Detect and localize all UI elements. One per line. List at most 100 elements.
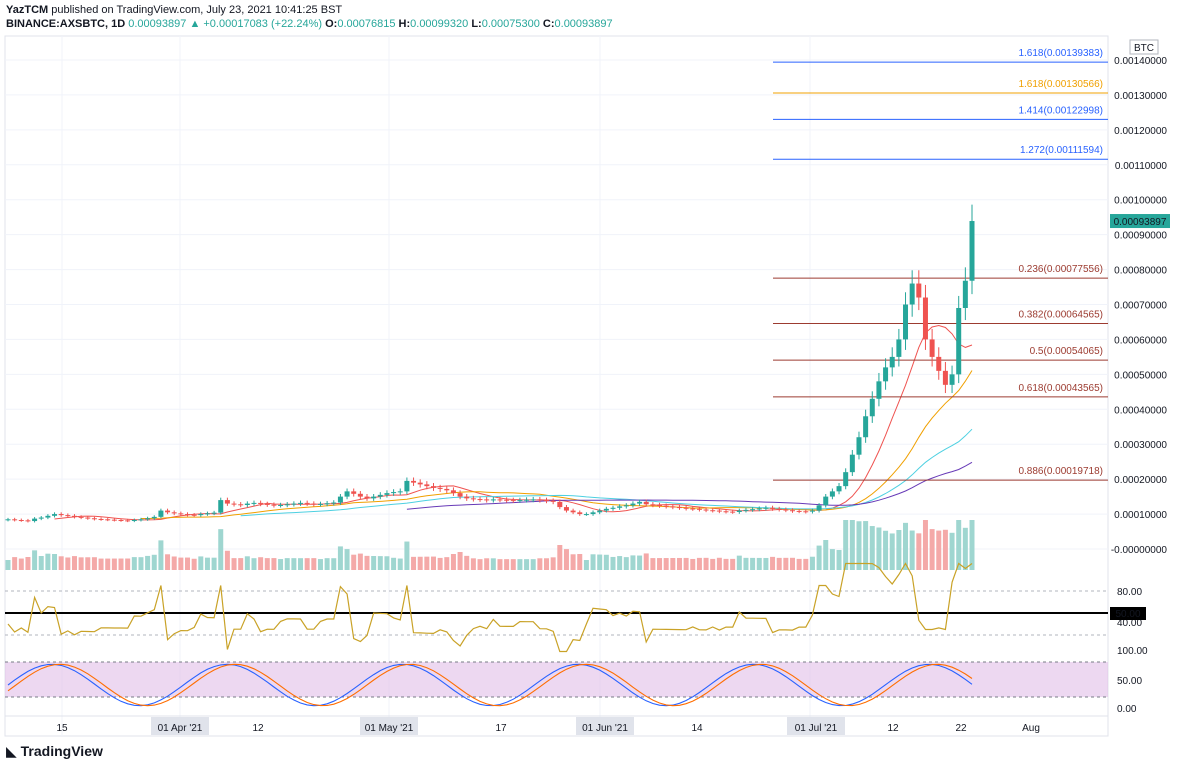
volume-bar bbox=[371, 556, 377, 570]
candle-body bbox=[284, 504, 290, 506]
candle-body bbox=[165, 510, 171, 513]
time-tick-label: 14 bbox=[691, 723, 703, 734]
price-tick-label: 0.00120000 bbox=[1114, 126, 1167, 137]
volume-bar bbox=[151, 554, 157, 570]
candle-body bbox=[304, 502, 310, 504]
time-axis[interactable]: 15 01 Apr '21 12 01 May '21 17 01 Jun '21 14 01… bbox=[5, 715, 1108, 735]
price-tick-label: 0.00090000 bbox=[1114, 231, 1167, 242]
candle-body bbox=[52, 514, 58, 516]
time-tick-label: 22 bbox=[955, 723, 967, 734]
candle-body bbox=[750, 509, 756, 511]
volume-bar bbox=[956, 520, 962, 570]
volume-bar bbox=[424, 556, 430, 570]
published-text: published on TradingView.com, July 23, 2… bbox=[51, 4, 343, 16]
volume-bar bbox=[570, 554, 576, 570]
time-label-box bbox=[360, 717, 418, 735]
volume-bar bbox=[590, 554, 596, 570]
candle-body bbox=[158, 510, 164, 517]
price-tick-label: 0.00140000 bbox=[1114, 56, 1167, 67]
volume-bar bbox=[510, 559, 516, 570]
volume-bar bbox=[490, 558, 496, 570]
volume-bar bbox=[557, 545, 563, 570]
time-tick-label: 15 bbox=[56, 723, 68, 734]
candle-body bbox=[723, 511, 729, 513]
candle-body bbox=[238, 504, 244, 506]
candle-body bbox=[470, 498, 476, 500]
rsi-marker-label: 50.00 bbox=[1115, 609, 1140, 620]
price-tick-label: 0.00040000 bbox=[1114, 405, 1167, 416]
volume-bar bbox=[836, 550, 842, 570]
volume-bar bbox=[896, 530, 902, 570]
candle-body bbox=[776, 508, 782, 510]
volume-bar bbox=[856, 521, 862, 570]
volume-bar bbox=[304, 558, 310, 570]
volume-bar bbox=[524, 559, 530, 570]
candle-body bbox=[377, 494, 383, 497]
publisher-line: YazTCM published on TradingView.com, Jul… bbox=[6, 4, 342, 16]
candle-body bbox=[736, 510, 742, 512]
fib-label: 1.618(0.00130566) bbox=[1018, 79, 1103, 90]
last-price-label: 0.00093897 bbox=[1114, 217, 1167, 228]
time-tick-label: 01 Apr '21 bbox=[158, 723, 203, 734]
volume-bar bbox=[98, 558, 104, 570]
candle-body bbox=[823, 496, 829, 506]
volume-bar bbox=[949, 532, 955, 570]
low-label: L: bbox=[471, 18, 482, 30]
candle-body bbox=[218, 500, 224, 513]
volume-bar bbox=[623, 557, 629, 570]
candle-body bbox=[969, 221, 975, 281]
stoch-band bbox=[5, 662, 1108, 697]
price-tick-label: 0.00110000 bbox=[1115, 161, 1168, 172]
candle-body bbox=[676, 507, 682, 509]
volume-bar bbox=[942, 529, 948, 570]
volume-bar bbox=[32, 550, 38, 570]
candle-body bbox=[351, 491, 357, 494]
volume-bar bbox=[238, 558, 244, 570]
volume-bar bbox=[251, 558, 257, 570]
volume-bar bbox=[922, 520, 928, 570]
candle-body bbox=[929, 339, 935, 357]
candle-body bbox=[716, 510, 722, 512]
price-axis[interactable]: 0.00140000 0.00130000 0.00120000 0.00110000… bbox=[1110, 56, 1170, 556]
volume-bar bbox=[903, 522, 909, 570]
volume-bar bbox=[317, 559, 323, 570]
candle-body bbox=[956, 307, 962, 375]
volume-bar bbox=[12, 557, 18, 570]
candle-body bbox=[816, 505, 822, 511]
candle-body bbox=[204, 513, 210, 515]
volume-bar bbox=[710, 558, 716, 570]
fib-label: 1.618(0.00139383) bbox=[1018, 48, 1103, 59]
volume-bar bbox=[823, 540, 829, 570]
currency-badge bbox=[1129, 39, 1159, 55]
candle-body bbox=[151, 516, 157, 519]
volume-bar bbox=[125, 558, 131, 570]
candle-body bbox=[278, 504, 284, 506]
candle-body bbox=[404, 480, 410, 492]
last-price-badge bbox=[1110, 214, 1170, 229]
stoch-tick-label: 50.00 bbox=[1117, 676, 1142, 687]
candle-body bbox=[610, 507, 616, 509]
candle-body bbox=[650, 504, 656, 506]
volume-bar bbox=[377, 556, 383, 570]
candle-body bbox=[344, 491, 350, 497]
candle-body bbox=[417, 482, 423, 485]
candle-body bbox=[264, 503, 270, 505]
moving-average-line bbox=[240, 428, 973, 517]
moving-average-line bbox=[54, 324, 973, 521]
chart-frame bbox=[4, 35, 1109, 737]
time-label-box bbox=[576, 717, 634, 735]
candle-body bbox=[856, 437, 862, 455]
volume-bar bbox=[484, 558, 490, 570]
volume-bar bbox=[843, 520, 849, 570]
candle-body bbox=[803, 511, 809, 513]
rsi-tick-label: 40.00 bbox=[1117, 618, 1142, 629]
candle-body bbox=[630, 503, 636, 506]
fib-label: 1.272(0.00111594) bbox=[1020, 145, 1103, 156]
moving-averages bbox=[54, 324, 973, 521]
candle-body bbox=[903, 304, 909, 340]
candle-body bbox=[683, 507, 689, 509]
candle-body bbox=[703, 509, 709, 511]
volume-bar bbox=[357, 553, 363, 570]
candle-body bbox=[730, 511, 736, 513]
